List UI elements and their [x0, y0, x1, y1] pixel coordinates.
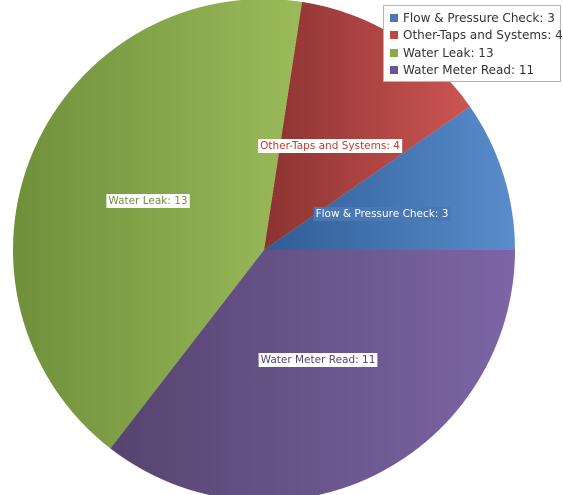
legend-swatch-icon [390, 66, 398, 75]
slice-label-background [258, 139, 403, 153]
legend-label: Water Leak: 13 [403, 45, 494, 60]
legend-label: Flow & Pressure Check: 3 [403, 10, 555, 25]
slice-label-text: Water Leak: 13 [108, 195, 187, 207]
legend-item-water-meter-read[interactable]: Water Meter Read: 11 [390, 62, 556, 80]
legend-swatch-icon [390, 48, 398, 57]
slice-label-text: Water Meter Read: 11 [261, 354, 376, 366]
legend-label: Water Meter Read: 11 [403, 63, 535, 78]
slice-label-text: Other-Taps and Systems: 4 [260, 140, 400, 152]
chart-legend: Flow & Pressure Check: 3 Other-Taps and … [383, 5, 563, 82]
legend-label: Other-Taps and Systems: 4 [403, 28, 563, 43]
pie-slice-water-leak[interactable] [13, 0, 303, 449]
legend-swatch-icon [390, 13, 398, 22]
legend-item-water-leak[interactable]: Water Leak: 13 [390, 44, 556, 62]
slice-label-water-meter-read: Water Meter Read: 11 [258, 353, 378, 367]
slice-label-background [313, 207, 451, 221]
slice-label-background [258, 353, 378, 367]
legend-item-flow-pressure-check[interactable]: Flow & Pressure Check: 3 [390, 9, 556, 27]
legend-swatch-icon [390, 31, 398, 40]
slice-label-text: Flow & Pressure Check: 3 [316, 208, 449, 220]
legend-item-other-taps-and-systems[interactable]: Other-Taps and Systems: 4 [390, 27, 563, 45]
pie-slice-water-meter-read[interactable] [110, 250, 515, 495]
slice-label-water-leak: Water Leak: 13 [106, 194, 190, 208]
slice-label-background [106, 194, 190, 208]
slice-label-flow-pressure-check: Flow & Pressure Check: 3 [313, 207, 451, 221]
pie-labels: Flow & Pressure Check: 3 Other-Taps and S… [106, 139, 451, 367]
slice-label-other-taps-and-systems: Other-Taps and Systems: 4 [258, 139, 403, 153]
